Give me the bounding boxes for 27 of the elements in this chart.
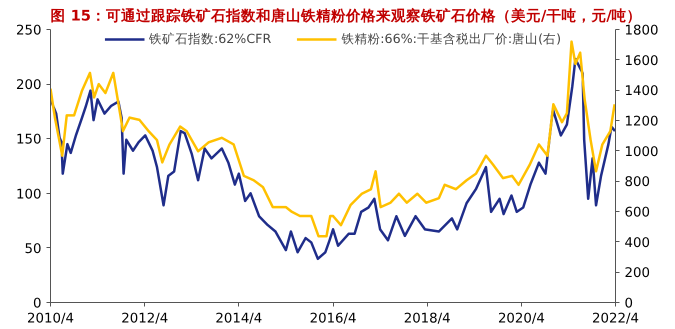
x-tick-label: 2012/4 <box>121 312 168 326</box>
y2-tick-label: 400 <box>624 236 650 251</box>
y2-tick-label: 1000 <box>624 144 658 160</box>
line-series <box>50 58 616 260</box>
x-tick-label: 2014/4 <box>215 312 262 326</box>
x-tick-label: 2022/4 <box>592 312 639 326</box>
y2-tick-label: 1200 <box>624 114 658 130</box>
y-tick-label: 200 <box>16 78 42 94</box>
x-tick-label: 2010/4 <box>27 312 74 326</box>
y2-tick-label: 1800 <box>624 24 658 38</box>
y2-tick-label: 200 <box>624 266 650 282</box>
y2-tick-label: 1600 <box>624 54 658 69</box>
y-tick-label: 150 <box>16 132 42 148</box>
y2-tick-label: 1400 <box>624 84 658 100</box>
y2-tick-label: 600 <box>624 206 650 220</box>
legend-label: 铁矿石指数:62%CFR <box>148 30 272 48</box>
y-tick-label: 0 <box>33 296 42 312</box>
y-tick-label: 50 <box>24 242 42 257</box>
x-tick-label: 2018/4 <box>404 312 451 326</box>
y-tick-label: 100 <box>16 187 42 202</box>
chart-title: 图 15：可通过跟踪铁矿石指数和唐山铁精粉价格来观察铁矿石价格（美元/干吨，元/吨） <box>50 6 642 24</box>
y-tick-label: 250 <box>16 24 42 38</box>
y2-tick-label: 0 <box>624 296 633 312</box>
y2-tick-label: 800 <box>624 175 650 190</box>
x-tick-label: 2020/4 <box>498 312 545 326</box>
x-tick-label: 2016/4 <box>310 312 357 326</box>
legend-label: 铁精粉:66%:干基含税出厂价:唐山(右) <box>341 30 562 48</box>
